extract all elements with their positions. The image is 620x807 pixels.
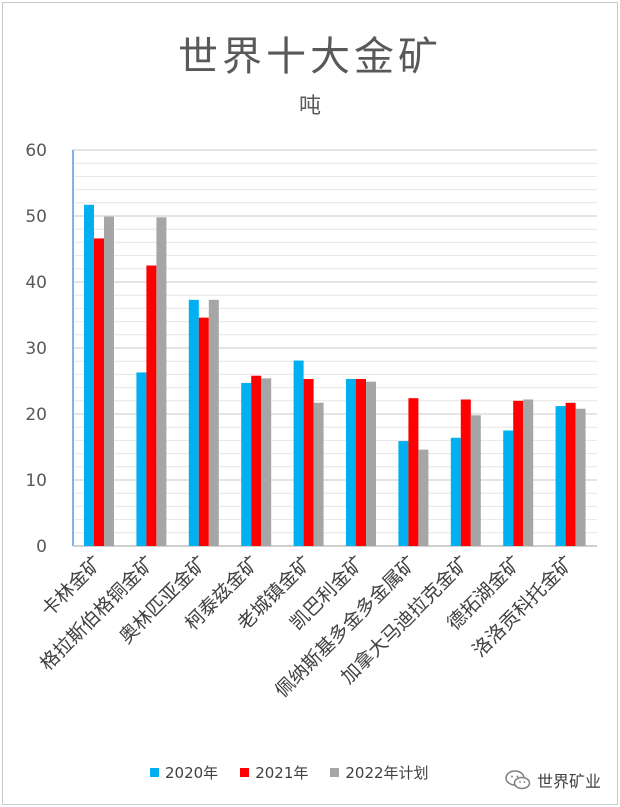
bar-2020 — [346, 379, 356, 546]
bar-2021 — [251, 375, 262, 546]
watermark-text: 世界矿业 — [537, 772, 602, 791]
bar-2022 — [313, 402, 324, 546]
bar-2021 — [356, 379, 366, 546]
bar-2020 — [136, 372, 147, 546]
legend-swatch-2022 — [330, 768, 340, 777]
legend-label-2021: 2021年 — [255, 764, 309, 782]
bar-2022 — [523, 399, 534, 546]
y-tick-label: 20 — [25, 405, 47, 425]
legend-swatch-2021 — [240, 768, 250, 777]
watermark: 世界矿业 — [505, 768, 601, 792]
bar-2021 — [460, 399, 471, 546]
bar-2020 — [293, 360, 304, 546]
bar-2021 — [146, 265, 157, 546]
legend-label-2022: 2022年计划 — [345, 764, 429, 782]
bar-2022 — [470, 415, 481, 546]
bar-2021 — [408, 398, 419, 546]
bar-2021 — [198, 317, 209, 546]
bar-2022 — [366, 381, 376, 546]
bar-2020 — [188, 299, 199, 546]
legend-item-2021: 2021年 — [240, 762, 308, 783]
y-tick-label: 10 — [25, 471, 47, 491]
bar-2020 — [398, 441, 409, 546]
bar-2020 — [241, 382, 252, 546]
bar-2021 — [565, 402, 576, 546]
chart-legend: 2020年 2021年 2022年计划 — [150, 762, 429, 783]
y-tick-label: 40 — [25, 273, 47, 293]
bar-2022 — [575, 408, 586, 546]
bar-2022 — [208, 299, 219, 546]
chart-title: 世界十大金矿 — [178, 34, 442, 80]
chart-subtitle: 吨 — [298, 94, 321, 119]
y-tick-label: 60 — [25, 141, 47, 161]
bar-2021 — [303, 379, 314, 546]
wechat-icon — [505, 770, 531, 790]
legend-item-2022: 2022年计划 — [330, 762, 429, 783]
bar-2020 — [84, 204, 94, 546]
bar-2022 — [418, 449, 429, 546]
y-tick-label: 30 — [25, 339, 47, 359]
bar-2021 — [94, 238, 104, 546]
bar-2022 — [156, 217, 167, 546]
legend-label-2020: 2020年 — [165, 764, 219, 782]
legend-item-2020: 2020年 — [150, 762, 218, 783]
y-tick-label: 50 — [25, 207, 47, 227]
legend-swatch-2020 — [150, 768, 159, 777]
bar-2020 — [450, 437, 461, 546]
bar-2021 — [513, 400, 524, 546]
bar-2020 — [555, 406, 566, 546]
bar-2020 — [503, 430, 514, 546]
y-tick-label: 0 — [36, 537, 47, 557]
bar-2022 — [261, 378, 272, 546]
bar-2022 — [104, 216, 114, 546]
